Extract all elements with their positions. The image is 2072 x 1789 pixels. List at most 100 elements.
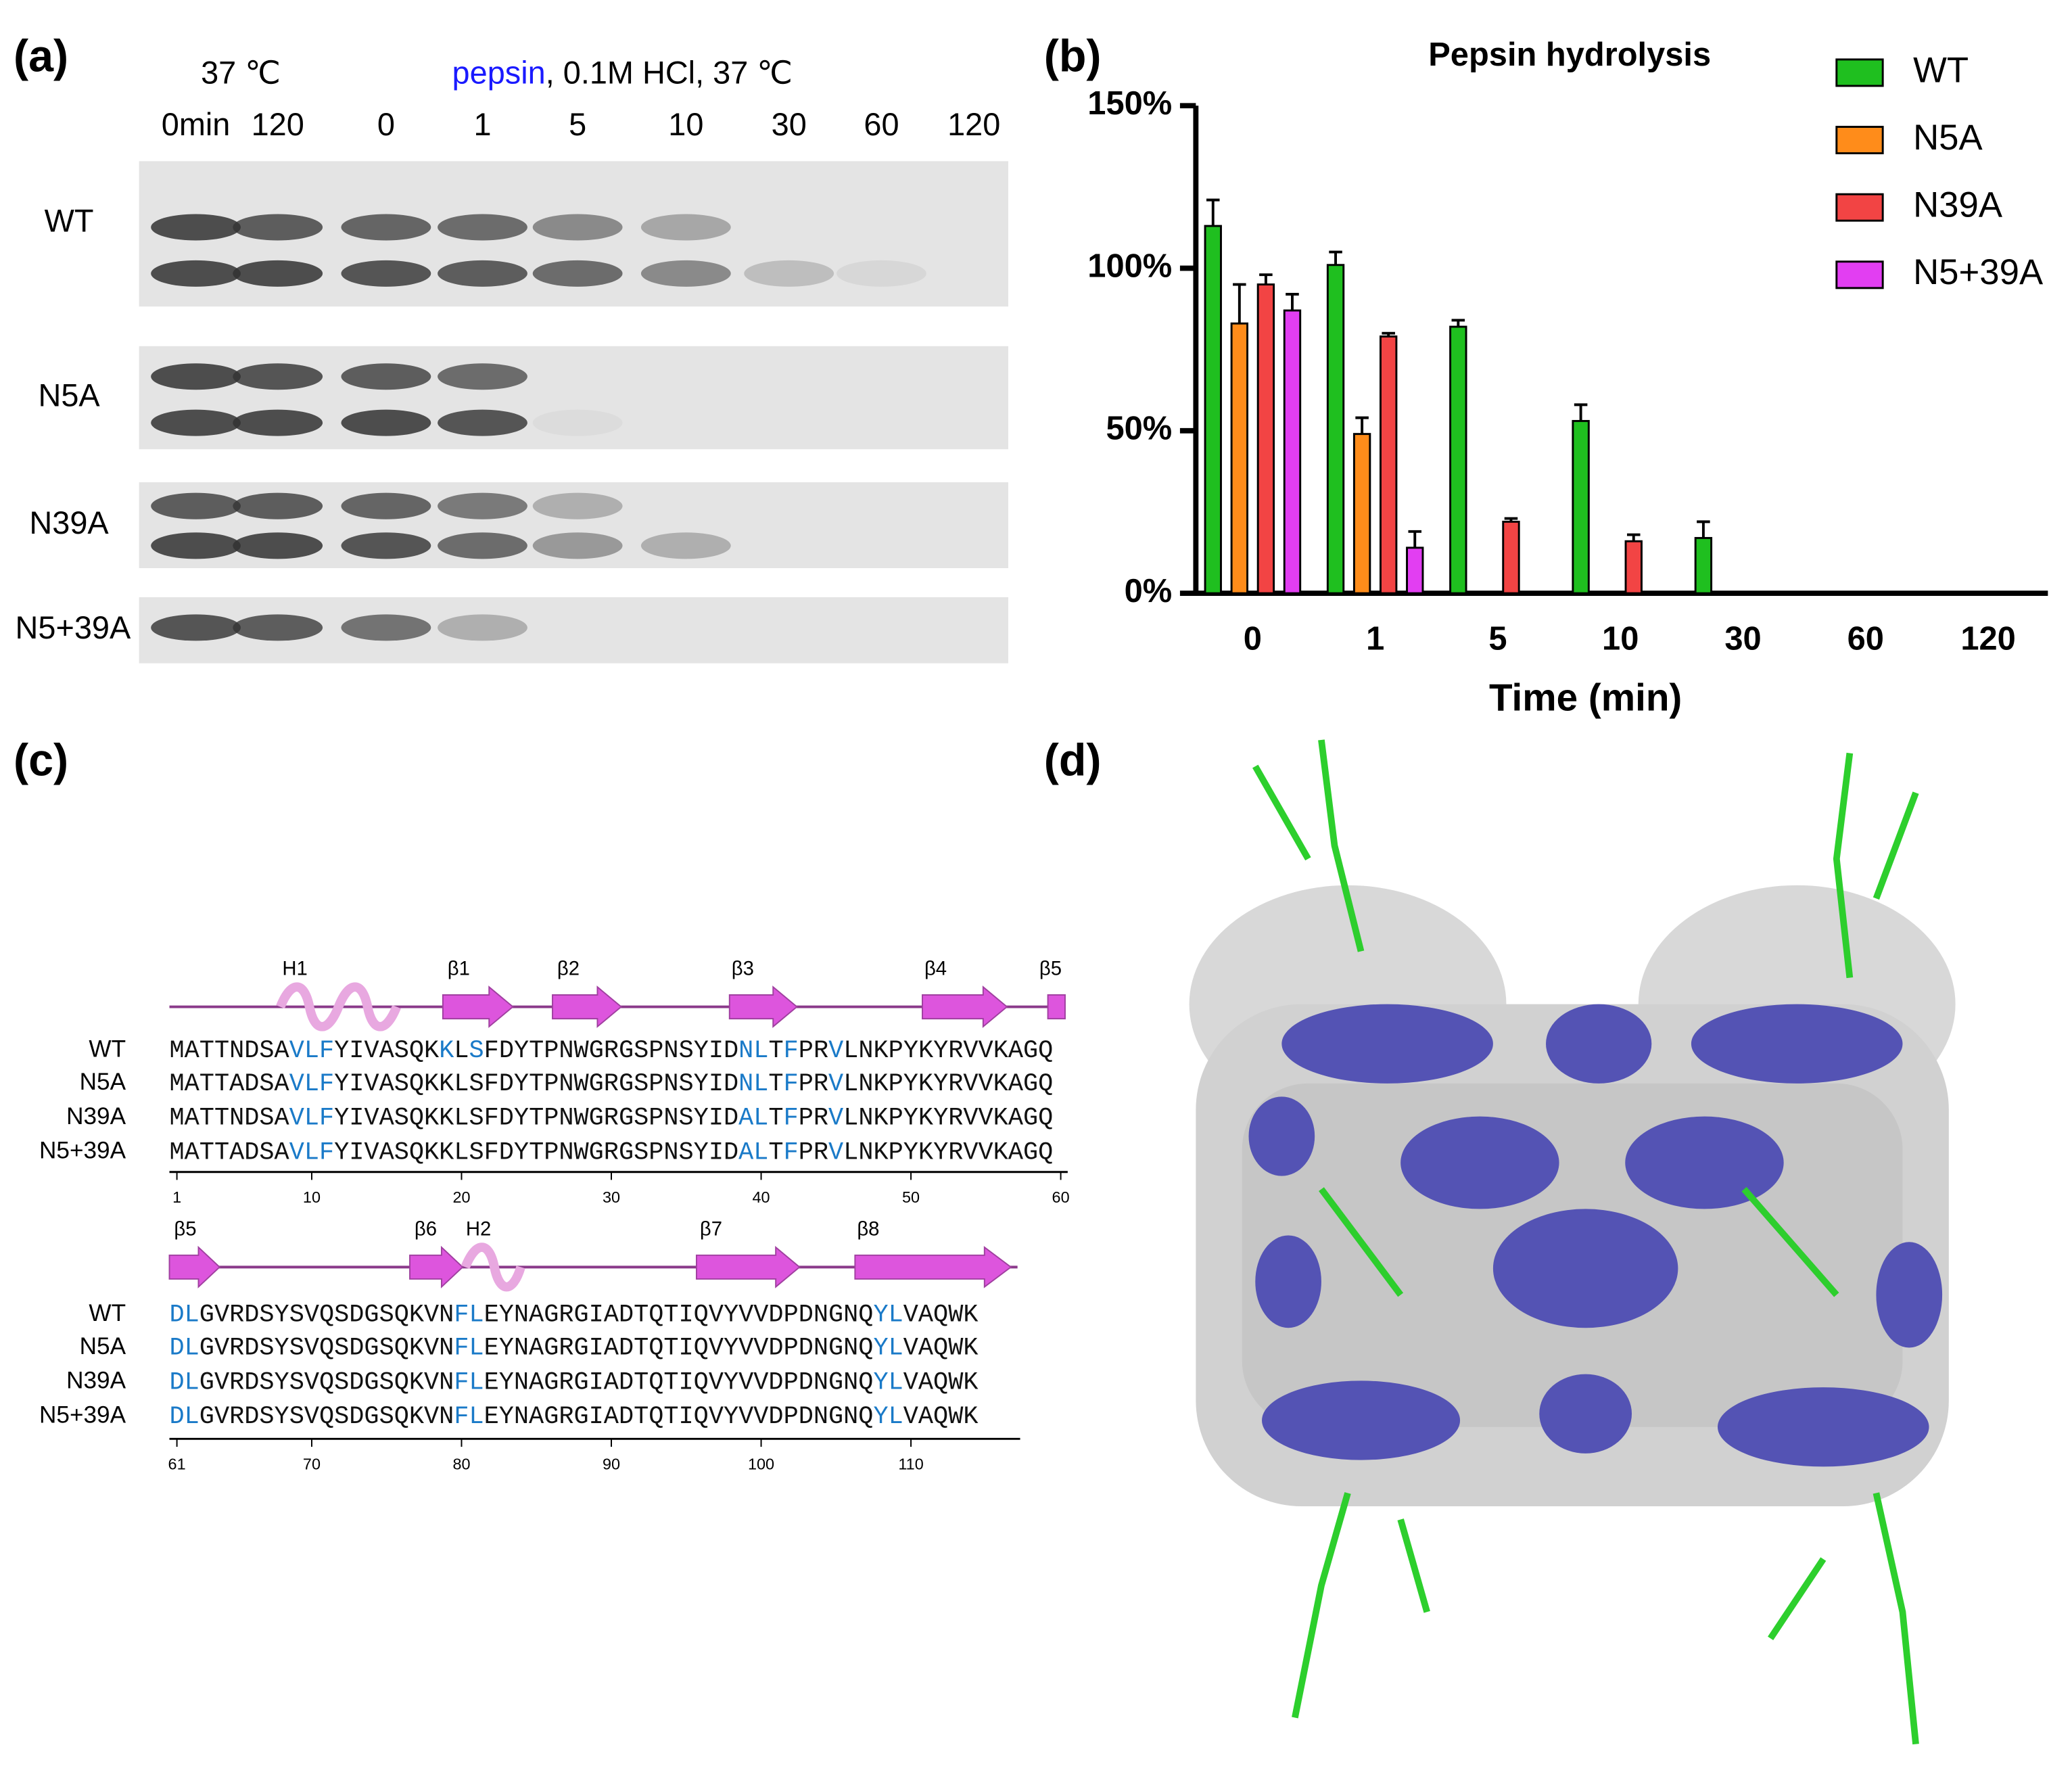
ruler-label: 40 <box>753 1188 770 1206</box>
error-bar <box>1329 250 1342 265</box>
bar <box>1326 264 1345 595</box>
structure-label: β4 <box>924 958 947 980</box>
ruler-label: 20 <box>452 1188 470 1206</box>
sequence-segment: PR <box>799 1070 828 1098</box>
ruler-label: 1 <box>172 1188 181 1206</box>
gel-band <box>233 532 323 559</box>
gel-band <box>532 214 623 241</box>
x-tick-label: 30 <box>1724 620 1761 657</box>
error-bar <box>1697 520 1710 538</box>
gel-band <box>438 532 527 559</box>
error-bar <box>1259 273 1273 285</box>
lane-label: 30 <box>772 107 807 142</box>
gel-band <box>341 492 431 519</box>
bar <box>1230 322 1249 595</box>
lane-label: 1 <box>473 107 491 142</box>
sequence-segment: F <box>784 1138 799 1167</box>
legend-swatch <box>1835 58 1884 87</box>
ruler-label: 61 <box>168 1456 186 1473</box>
gel-row-label: N39A <box>29 505 109 540</box>
sequence-segment: YIVASQK <box>334 1037 440 1065</box>
enzyme-label: pepsin <box>452 55 546 91</box>
ruler-label: 110 <box>898 1456 923 1473</box>
x-tick-label: 1 <box>1366 620 1384 657</box>
gel-band <box>341 214 431 241</box>
sequence-segment: VLF <box>289 1104 334 1132</box>
sequence-segment: VLF <box>289 1037 334 1065</box>
gel-band <box>837 260 926 287</box>
panel-label: (c) <box>14 736 68 786</box>
bar <box>1502 520 1520 595</box>
error-bar <box>1451 319 1465 327</box>
legend-swatch <box>1835 126 1884 155</box>
gel-band <box>532 409 623 436</box>
gel-band <box>341 363 431 390</box>
sequence-segment: DL <box>170 1301 199 1329</box>
sequence-segment: EYNAGRGIADTQTIQVYVVDPDNGNQ <box>484 1301 874 1329</box>
gel-band <box>233 409 323 436</box>
sequence-segment: FDYTPNWGRGSPNSYID <box>484 1037 739 1065</box>
sequence-segment: PR <box>799 1138 828 1167</box>
x-tick-label: 0 <box>1244 620 1262 657</box>
sequence-segment: MATTADSA <box>170 1070 290 1098</box>
bar <box>1380 335 1398 595</box>
structure-label: β5 <box>1039 958 1062 980</box>
sequence-segment: AL <box>738 1138 768 1167</box>
sequence-name: N39A <box>66 1103 126 1130</box>
lane-label: 120 <box>947 107 1000 142</box>
sequence-segment: NL <box>738 1070 768 1098</box>
lane-label: 0min <box>162 107 231 142</box>
sequence-segment: MATTNDSA <box>170 1037 290 1065</box>
bar <box>1624 540 1643 595</box>
sequence-segment: AL <box>738 1104 768 1132</box>
sequence: DLGVRDSYSVQSDGSQKVNFLEYNAGRGIADTQTIQVYVV… <box>170 1334 979 1362</box>
ruler-label: 60 <box>1052 1188 1070 1206</box>
sequence-segment: T <box>768 1070 783 1098</box>
ruler-label: 90 <box>603 1456 620 1473</box>
bar <box>1352 433 1371 595</box>
sequence-segment: MATTNDSA <box>170 1104 290 1132</box>
gel-band <box>744 260 834 287</box>
sequence-segment: PR <box>799 1037 828 1065</box>
x-tick-label: 60 <box>1847 620 1884 657</box>
sequence-segment: LNKPYKYRVVKAGQ <box>843 1070 1053 1098</box>
gel-band <box>532 492 623 519</box>
error-bar <box>1286 293 1299 311</box>
condition-label: 37 ℃ <box>201 55 281 91</box>
sequence-segment: V <box>828 1138 843 1167</box>
sequence-segment: L <box>454 1037 469 1065</box>
sequence-segment: F <box>784 1070 799 1098</box>
bar <box>1449 325 1467 595</box>
ruler-label: 80 <box>452 1456 470 1473</box>
sequence-segment: FL <box>454 1334 484 1362</box>
legend-swatch <box>1835 260 1884 289</box>
sequence-segment: FL <box>454 1368 484 1397</box>
sequence-name: N5+39A <box>39 1401 126 1428</box>
gel-band <box>151 532 241 559</box>
gel-band <box>640 532 731 559</box>
condition-text: , 0.1M HCl, 37 ℃ <box>546 55 793 91</box>
gel-band <box>151 363 241 390</box>
gel-band <box>233 492 323 519</box>
gel-band <box>640 214 731 241</box>
sequence-segment: FL <box>454 1301 484 1329</box>
sequence-name: N5A <box>80 1333 126 1360</box>
sequence-segment: YL <box>873 1301 903 1329</box>
condition-label: pepsin, 0.1M HCl, 37 ℃ <box>452 55 793 91</box>
sequence-segment: S <box>469 1037 484 1065</box>
sequence-segment: YL <box>873 1368 903 1397</box>
structure-label: β8 <box>857 1217 879 1240</box>
bar <box>1694 536 1713 595</box>
sequence-segment: V <box>828 1104 843 1132</box>
gel-band <box>233 260 323 287</box>
sequence-segment: VAQWK <box>903 1334 979 1362</box>
sequence-segment: GVRDSYSVQSDGSQKVN <box>199 1334 454 1362</box>
sequence-segment: YIVASQKKLSFDYTPNWGRGSPNSYID <box>334 1104 738 1132</box>
sequence-segment: DL <box>170 1334 199 1362</box>
gel-row-label: N5+39A <box>16 610 131 645</box>
gel-band <box>438 363 527 390</box>
structure-label: β2 <box>557 958 580 980</box>
lane-label: 5 <box>569 107 586 142</box>
